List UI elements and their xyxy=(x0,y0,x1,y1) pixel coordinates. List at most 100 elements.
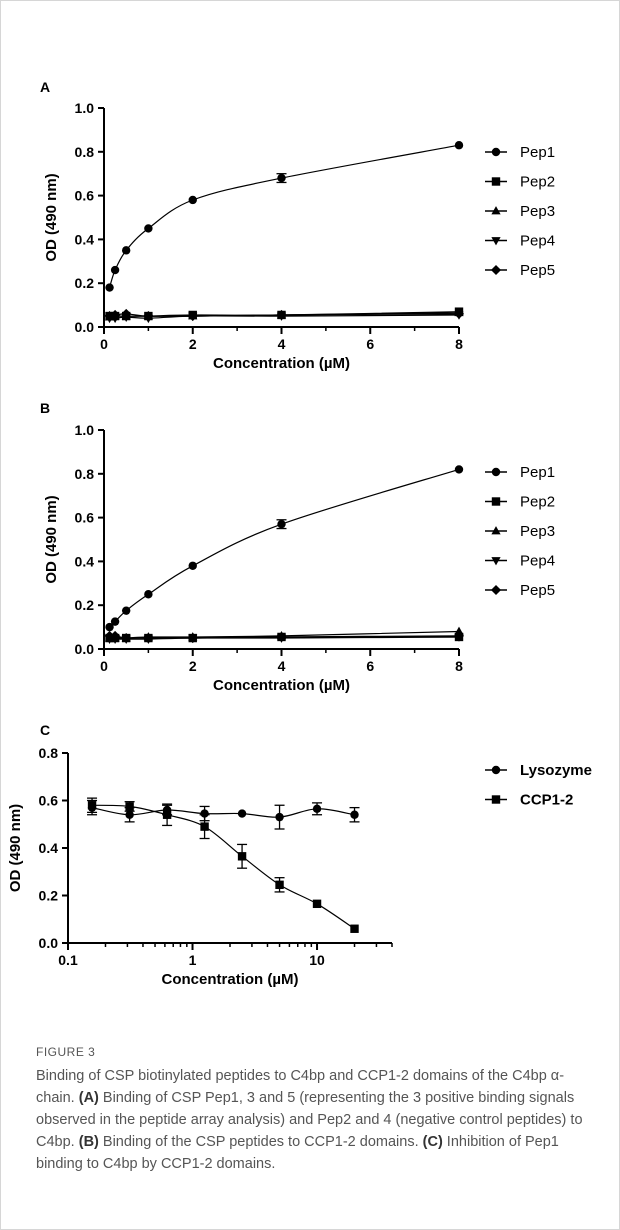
y-tick-label: 0.0 xyxy=(75,641,95,657)
data-point xyxy=(350,924,359,933)
legend-label: Pep4 xyxy=(520,233,555,250)
figure-label: FIGURE 3 xyxy=(36,1045,96,1059)
data-point xyxy=(188,561,197,570)
data-point xyxy=(110,265,120,275)
data-point xyxy=(454,626,464,635)
data-point xyxy=(312,899,322,909)
legend-label: Pep2 xyxy=(520,174,555,191)
y-axis-title: OD (490 nm) xyxy=(43,495,60,583)
x-tick-label: 2 xyxy=(189,336,197,352)
y-tick-label: 0.6 xyxy=(39,793,59,809)
panel-label: B xyxy=(40,400,50,416)
legend-marker-diamond-icon xyxy=(490,584,502,596)
data-point xyxy=(110,309,121,320)
data-point xyxy=(121,308,132,319)
data-point xyxy=(121,633,132,644)
legend-label: Pep3 xyxy=(520,203,555,220)
y-tick-label: 0.2 xyxy=(75,597,95,613)
y-tick-label: 0.2 xyxy=(75,275,95,291)
caption-segment: Binding of CSP Pep1, 3 and 5 (representi… xyxy=(36,1090,583,1150)
data-point xyxy=(277,519,286,529)
data-point xyxy=(104,630,115,641)
series-pep1 xyxy=(105,141,464,292)
data-point xyxy=(121,246,131,255)
panel-label: C xyxy=(40,722,50,738)
y-tick-label: 0.8 xyxy=(75,144,95,160)
y-tick-label: 0.4 xyxy=(75,553,95,569)
x-tick-label: 0 xyxy=(100,658,108,674)
series-line xyxy=(109,468,460,628)
data-point xyxy=(350,810,359,819)
x-tick-label: 4 xyxy=(278,336,286,352)
legend-label: Pep1 xyxy=(520,464,555,481)
legend-marker-square-icon xyxy=(491,177,501,186)
y-tick-label: 0.4 xyxy=(39,840,59,856)
legend-marker-square-icon xyxy=(491,497,501,506)
legend-marker-circle-icon xyxy=(491,467,501,477)
data-point xyxy=(237,852,247,861)
data-point xyxy=(105,283,114,292)
legend-marker-triangle-up-icon xyxy=(491,526,501,535)
legend-label: Pep5 xyxy=(520,262,555,279)
data-point xyxy=(121,606,131,615)
figure-charts: A 0.0 0.2 0.4 0.6 0.8 1.0 0 2 4 6 8 Concentration (µ… xyxy=(7,79,592,988)
panel-label: A xyxy=(40,79,50,95)
legend-marker-square-icon xyxy=(491,795,501,804)
y-tick-label: 0.8 xyxy=(39,745,59,761)
caption-segment: Inhibition of Pep1 binding to C4bp by CC… xyxy=(36,1134,559,1172)
legend-label: Pep2 xyxy=(520,494,555,511)
y-tick-label: 1.0 xyxy=(75,100,95,116)
y-tick-label: 0.0 xyxy=(75,319,95,335)
legend-label: Pep1 xyxy=(520,144,555,161)
data-point xyxy=(188,195,197,205)
x-tick-label: 2 xyxy=(189,658,197,674)
data-point xyxy=(187,311,198,322)
data-point xyxy=(162,810,172,819)
data-point xyxy=(144,224,153,233)
data-point xyxy=(105,622,114,632)
x-tick-label: 1 xyxy=(189,952,197,968)
caption-panel-ref: (B) xyxy=(78,1134,99,1150)
y-tick-label: 0.8 xyxy=(75,466,95,482)
caption-text: Binding of CSP biotinylated peptides to … xyxy=(36,1065,596,1175)
data-point xyxy=(275,880,284,890)
y-tick-label: 0.4 xyxy=(75,231,95,247)
y-tick-label: 0.2 xyxy=(39,888,59,904)
data-point xyxy=(87,801,97,810)
x-tick-label: 0.1 xyxy=(58,952,78,968)
y-axis-title: OD (490 nm) xyxy=(43,173,60,261)
chart-panel-c: C 0.0 0.2 0.4 0.6 0.8 0.1 1 10 Concentration (µM)… xyxy=(7,722,592,988)
data-point xyxy=(143,311,154,322)
chart-panel-a: A 0.0 0.2 0.4 0.6 0.8 1.0 0 2 4 6 8 Concentration (µ… xyxy=(40,79,555,372)
data-point xyxy=(143,633,154,644)
data-point xyxy=(200,809,209,818)
x-tick-label: 6 xyxy=(366,658,374,674)
data-point xyxy=(453,308,465,319)
figure-caption: FIGURE 3 Binding of CSP biotinylated pep… xyxy=(36,1045,596,1175)
legend-marker-triangle-down-icon xyxy=(491,557,501,566)
data-point xyxy=(110,617,120,626)
series-line xyxy=(108,144,460,288)
x-tick-label: 8 xyxy=(455,336,463,352)
chart-panel-b: B 0.0 0.2 0.4 0.6 0.8 1.0 0 2 4 6 8 Concentration (µ… xyxy=(40,400,555,694)
caption-segment: Binding of CSP biotinylated peptides to … xyxy=(36,1068,565,1106)
x-tick-label: 10 xyxy=(309,952,325,968)
legend-label: Pep4 xyxy=(520,553,555,570)
y-tick-label: 0.0 xyxy=(39,935,59,951)
x-axis-title: Concentration (µM) xyxy=(213,677,350,694)
legend-label: Pep5 xyxy=(520,582,555,599)
legend-label: Pep3 xyxy=(520,523,555,540)
series-pep5 xyxy=(104,630,465,644)
caption-panel-ref: (A) xyxy=(78,1090,99,1106)
data-point xyxy=(237,809,247,818)
x-tick-label: 8 xyxy=(455,658,463,674)
series-ccp1-2 xyxy=(87,797,359,933)
legend-label: CCP1-2 xyxy=(520,792,573,809)
caption-segment: Binding of the CSP peptides to CCP1-2 do… xyxy=(98,1134,423,1150)
data-point xyxy=(125,810,134,819)
x-tick-label: 4 xyxy=(278,658,286,674)
y-tick-label: 1.0 xyxy=(75,422,95,438)
y-tick-label: 0.6 xyxy=(75,188,95,204)
data-point xyxy=(110,630,121,641)
series-pep5 xyxy=(104,308,465,322)
